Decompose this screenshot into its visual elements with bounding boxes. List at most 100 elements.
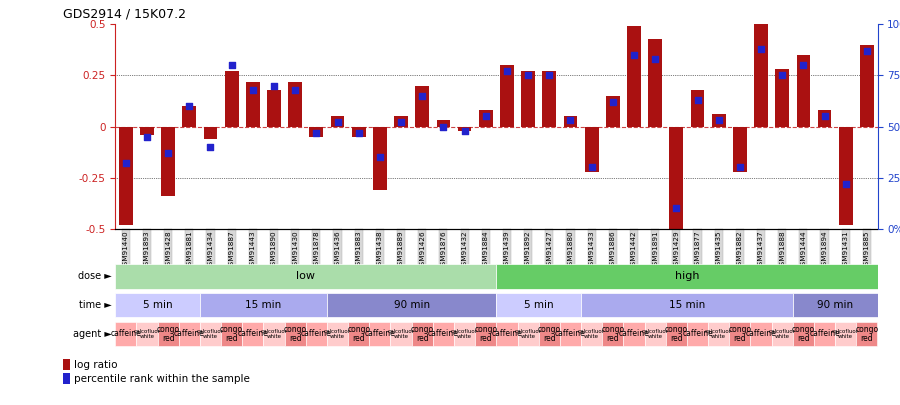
Bar	[327, 322, 348, 346]
Text: congo
red: congo red	[157, 324, 180, 343]
Bar	[560, 322, 581, 346]
Point	[182, 103, 196, 109]
Point	[839, 181, 853, 187]
Point	[860, 48, 874, 54]
Bar	[267, 90, 281, 126]
Point	[394, 119, 409, 126]
Bar	[581, 293, 793, 317]
Bar	[161, 126, 175, 196]
Bar	[433, 322, 454, 346]
Bar	[454, 322, 475, 346]
Text: caffeine: caffeine	[682, 329, 713, 339]
Text: low: low	[296, 271, 315, 281]
Text: caffeine: caffeine	[364, 329, 395, 339]
Text: congo
red: congo red	[855, 324, 878, 343]
Bar	[539, 322, 560, 346]
Bar	[63, 373, 70, 384]
Bar	[179, 322, 200, 346]
Bar	[835, 322, 856, 346]
Point	[754, 46, 769, 52]
Bar	[436, 120, 450, 126]
Text: congo
red: congo red	[347, 324, 370, 343]
Bar	[158, 322, 179, 346]
Point	[542, 72, 556, 79]
Text: congo
red: congo red	[474, 324, 498, 343]
Bar	[839, 126, 852, 225]
Text: 90 min: 90 min	[393, 300, 429, 310]
Bar	[330, 116, 345, 126]
Point	[119, 160, 133, 166]
Bar	[602, 322, 624, 346]
Bar	[648, 38, 662, 126]
Bar	[670, 126, 683, 239]
Bar	[352, 126, 365, 137]
Point	[648, 56, 662, 62]
Point	[690, 97, 705, 103]
Point	[733, 164, 747, 171]
Text: calcofluor
white: calcofluor white	[515, 329, 542, 339]
Point	[310, 130, 324, 136]
Text: calcofluor
white: calcofluor white	[451, 329, 478, 339]
Point	[457, 128, 472, 134]
Point	[626, 52, 641, 58]
Text: caffeine: caffeine	[238, 329, 268, 339]
Bar	[644, 322, 666, 346]
Text: congo
red: congo red	[537, 324, 561, 343]
Bar	[690, 90, 705, 126]
Bar	[521, 71, 535, 126]
Text: caffeine: caffeine	[555, 329, 586, 339]
Text: congo
red: congo red	[410, 324, 434, 343]
Bar	[137, 322, 157, 346]
Text: calcofluor
white: calcofluor white	[769, 329, 796, 339]
Text: caffeine: caffeine	[111, 329, 141, 339]
Text: congo
red: congo red	[792, 324, 815, 343]
Bar	[242, 322, 264, 346]
Point	[352, 130, 366, 136]
Bar	[458, 126, 472, 131]
Bar	[115, 264, 497, 288]
Point	[521, 72, 535, 79]
Point	[203, 144, 218, 150]
Point	[775, 72, 789, 79]
Point	[373, 154, 387, 160]
Bar	[63, 358, 70, 370]
Bar	[369, 322, 391, 346]
Bar	[581, 322, 602, 346]
Point	[563, 117, 578, 124]
Bar	[115, 293, 200, 317]
Text: congo
red: congo red	[220, 324, 243, 343]
Bar	[416, 86, 429, 126]
Bar	[115, 322, 137, 346]
Text: caffeine: caffeine	[491, 329, 522, 339]
Bar	[479, 110, 492, 126]
Bar	[796, 55, 810, 126]
Text: calcofluor
white: calcofluor white	[133, 329, 160, 339]
Point	[288, 87, 302, 93]
Bar	[814, 322, 835, 346]
Point	[246, 87, 260, 93]
Bar	[606, 96, 620, 126]
Text: GDS2914 / 15K07.2: GDS2914 / 15K07.2	[63, 7, 186, 20]
Bar	[411, 322, 433, 346]
Bar	[563, 116, 577, 126]
Bar	[394, 116, 408, 126]
Bar	[624, 322, 644, 346]
Text: caffeine: caffeine	[618, 329, 650, 339]
Bar	[203, 126, 218, 139]
Text: agent ►: agent ►	[73, 329, 112, 339]
Bar	[687, 322, 708, 346]
Point	[436, 123, 451, 130]
Bar	[793, 293, 878, 317]
Point	[712, 117, 726, 124]
Text: 15 min: 15 min	[669, 300, 705, 310]
Bar	[775, 69, 789, 126]
Text: 15 min: 15 min	[246, 300, 282, 310]
Point	[330, 119, 345, 126]
Bar	[140, 126, 154, 135]
Bar	[666, 322, 687, 346]
Text: 90 min: 90 min	[817, 300, 853, 310]
Bar	[585, 126, 598, 172]
Text: time ►: time ►	[79, 300, 112, 310]
Point	[479, 113, 493, 119]
Text: caffeine: caffeine	[809, 329, 840, 339]
